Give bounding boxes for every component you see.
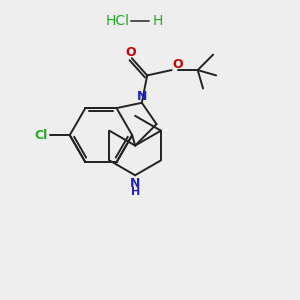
Text: O: O — [173, 58, 183, 71]
Text: Cl: Cl — [34, 129, 47, 142]
Text: N: N — [136, 90, 147, 103]
Text: N: N — [130, 177, 140, 190]
Text: H: H — [130, 187, 140, 196]
Text: HCl: HCl — [105, 14, 129, 28]
Text: H: H — [152, 14, 163, 28]
Text: O: O — [125, 46, 136, 59]
